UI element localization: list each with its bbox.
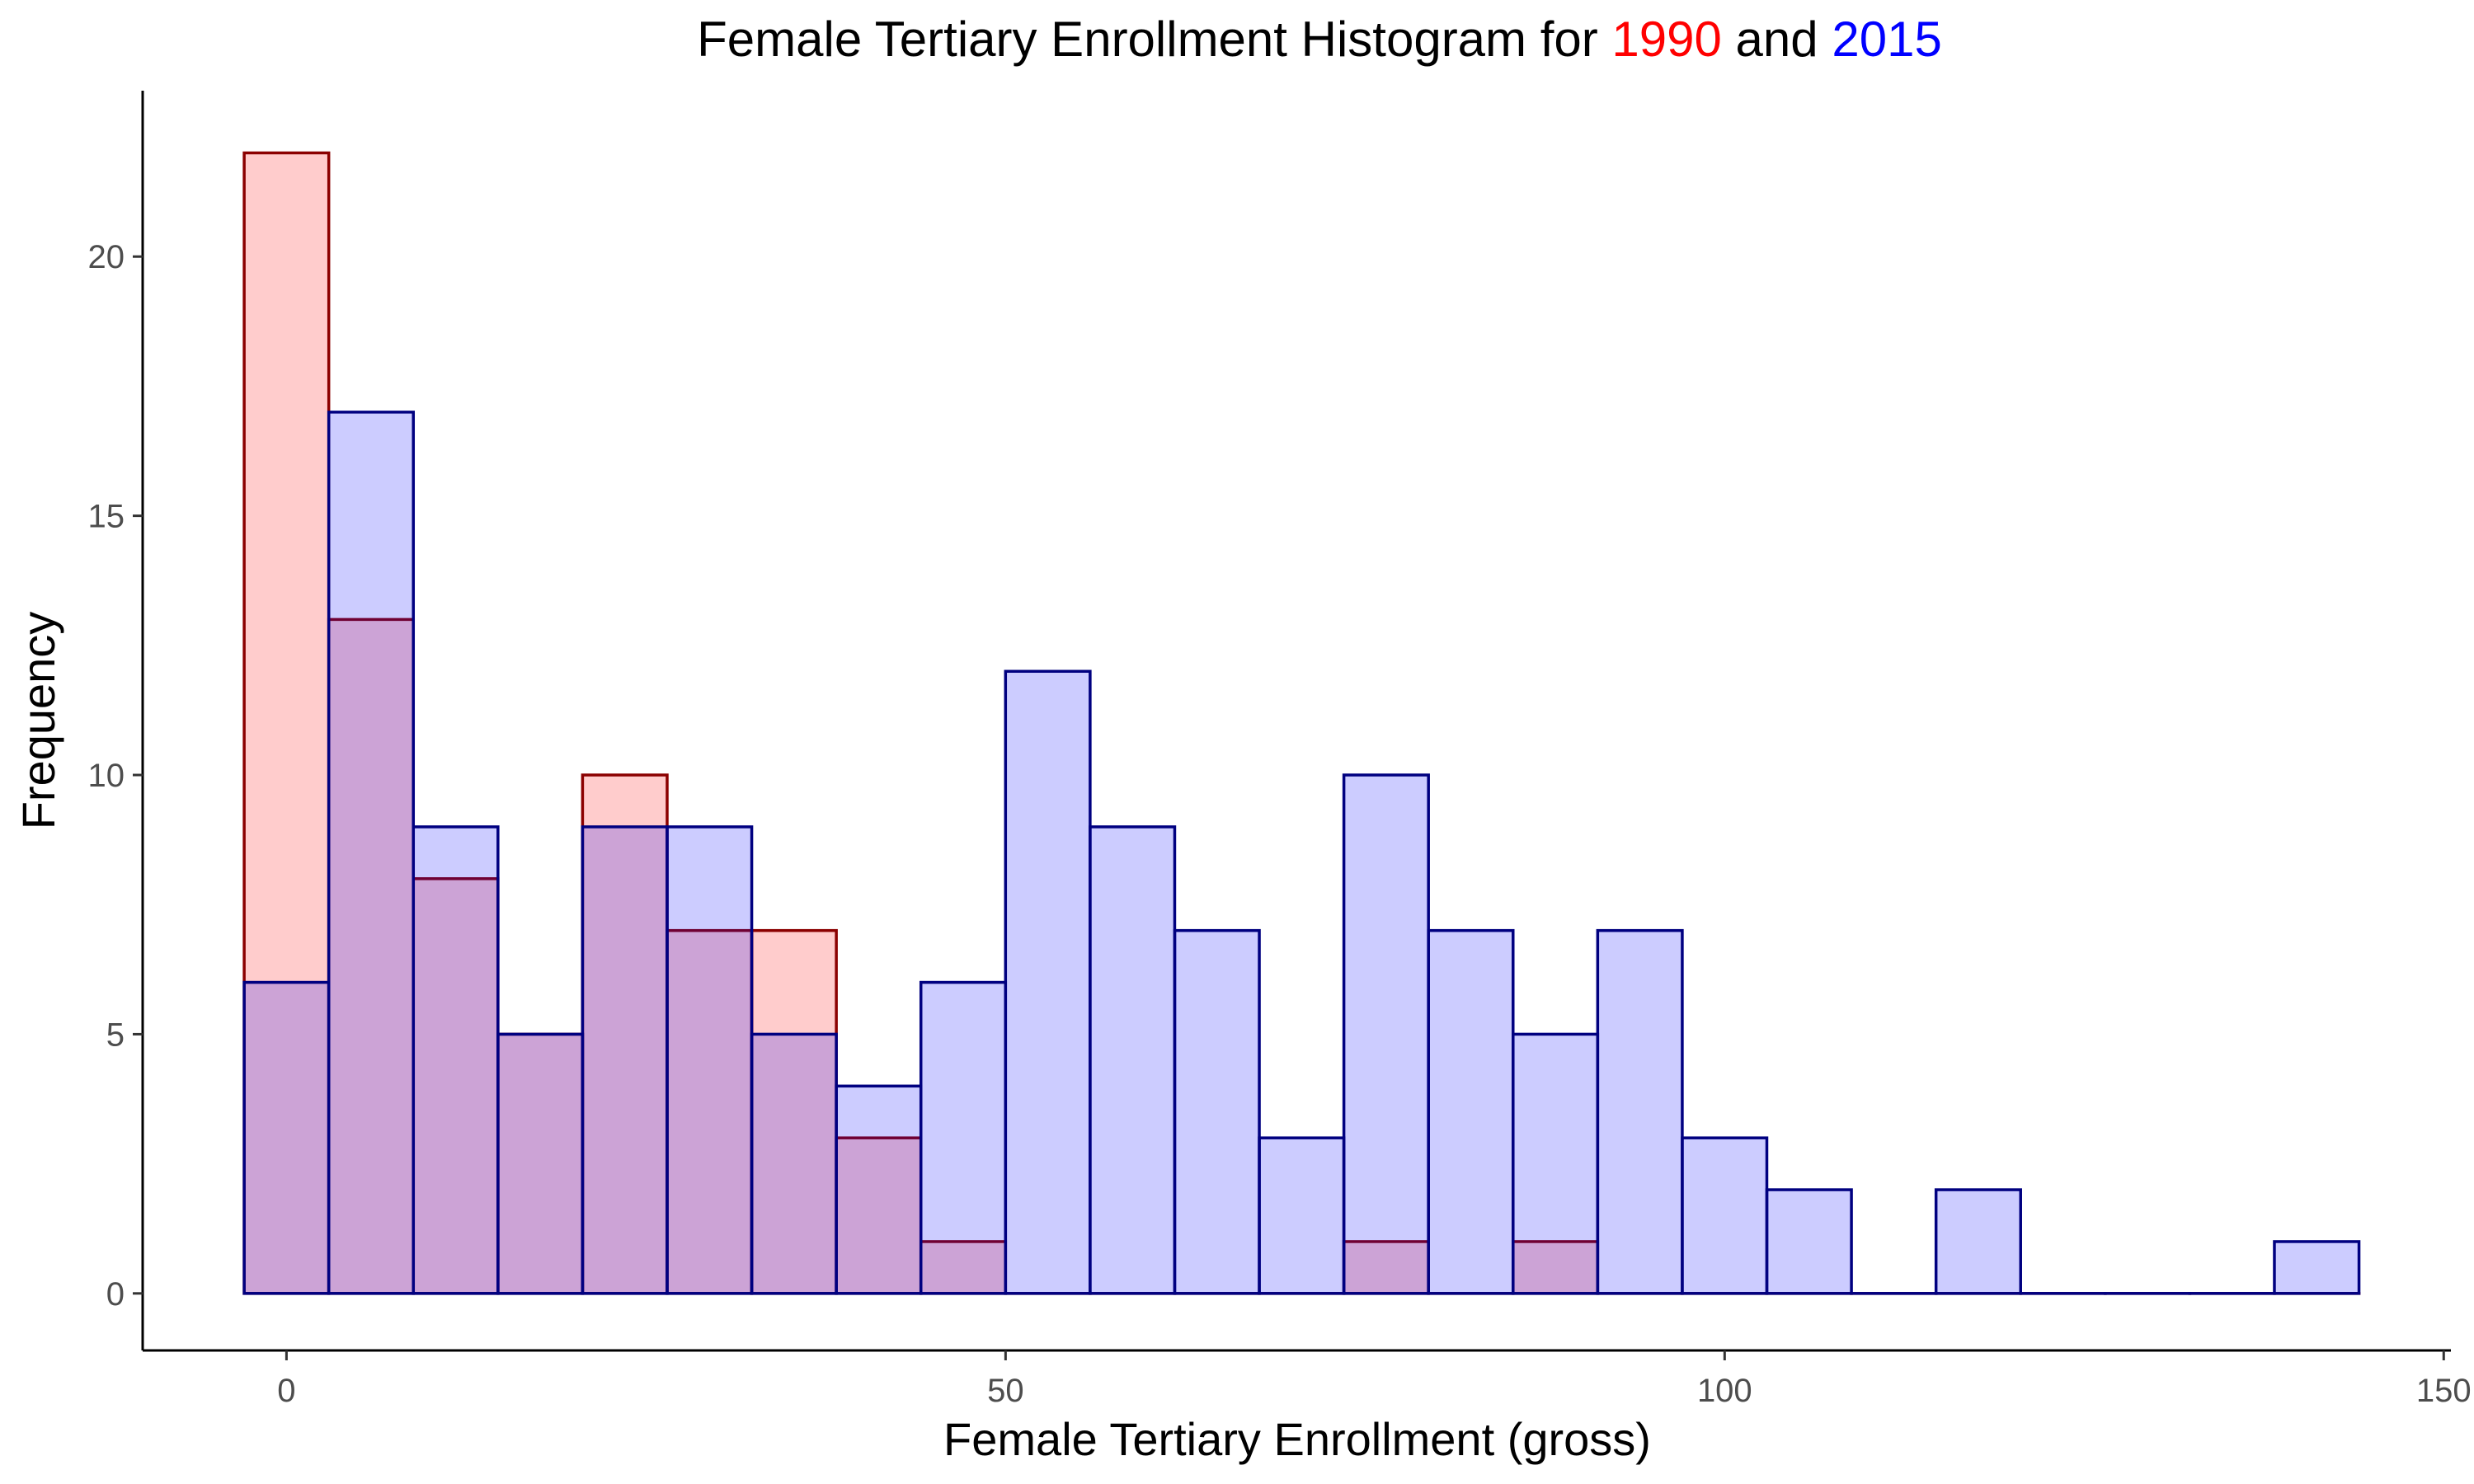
bar-2015-bin-7 [835,1084,923,1295]
bar-2015-bin-8 [919,980,1008,1295]
bar-1990-bin-15 [1512,1240,1600,1295]
y-axis-ticks: 0 5 10 15 20 [88,239,143,1313]
bar-1990-bin-0 [242,151,331,1295]
bar-2015-bin-5 [666,825,754,1295]
y-tick-label-15: 15 [88,499,125,535]
bar-2015-bin-20 [1934,1188,2022,1295]
chart-title-series-1990: 1990 [1611,12,1721,67]
bar-2015-bin-16 [1596,928,1684,1295]
bar-2015-bin-15 [1512,1032,1600,1295]
x-axis-title: Female Tertiary Enrollment (gross) [943,1413,1651,1465]
x-tick-label-150: 150 [2416,1373,2472,1409]
bar-2015-bin-17 [1681,1136,1769,1295]
x-axis-ticks: 0 50 100 150 [277,1350,2472,1409]
bar-2015-bin-12 [1258,1136,1346,1295]
chart-title-series-2015: 2015 [1832,12,1941,67]
y-tick-label-0: 0 [106,1276,125,1313]
series-1990-bars [242,151,2361,1295]
bar-2015-bin-18 [1765,1188,1853,1295]
series-2015-bars [242,411,2361,1295]
bar-1990-bin-1 [327,618,416,1295]
bar-1990-bin-13 [1342,1240,1430,1295]
bar-2015-bin-4 [581,825,669,1295]
bar-2015-bin-0 [242,980,331,1295]
y-tick-label-5: 5 [106,1017,125,1053]
bar-2015-bin-10 [1089,825,1177,1295]
bar-1990-bin-2 [412,877,500,1295]
bar-2015-bin-11 [1173,928,1261,1295]
bar-2015-bin-14 [1427,928,1515,1295]
bar-2015-bin-24 [2273,1240,2361,1295]
chart-title-prefix: Female Tertiary Enrollment Histogram for [697,12,1611,67]
y-axis-title: Frequency [12,612,64,830]
x-tick-label-100: 100 [1697,1373,1752,1409]
bar-2015-bin-1 [327,411,416,1295]
bar-2015-bin-13 [1342,773,1430,1295]
bar-2015-bin-9 [1004,669,1092,1295]
y-tick-label-20: 20 [88,239,125,275]
chart-title-middle: and [1722,12,1832,67]
chart-title: Female Tertiary Enrollment Histogram for… [697,12,1942,67]
bar-2015-bin-2 [412,825,500,1295]
x-tick-label-0: 0 [277,1373,295,1409]
y-tick-label-10: 10 [88,758,125,794]
x-tick-label-50: 50 [987,1373,1024,1409]
bar-2015-bin-3 [496,1032,585,1295]
bar-2015-bin-6 [750,1032,838,1295]
